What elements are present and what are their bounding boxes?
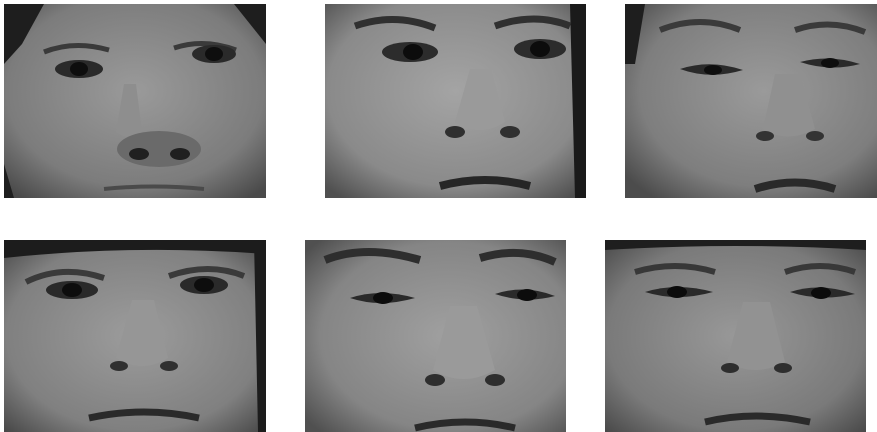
face-photo-4: [4, 240, 266, 432]
face-photo-5: [305, 240, 566, 432]
face-photo-3: [625, 4, 877, 198]
face-photo-6: [605, 240, 866, 432]
face-photo-2: [325, 4, 586, 198]
face-photo-1: [4, 4, 266, 198]
